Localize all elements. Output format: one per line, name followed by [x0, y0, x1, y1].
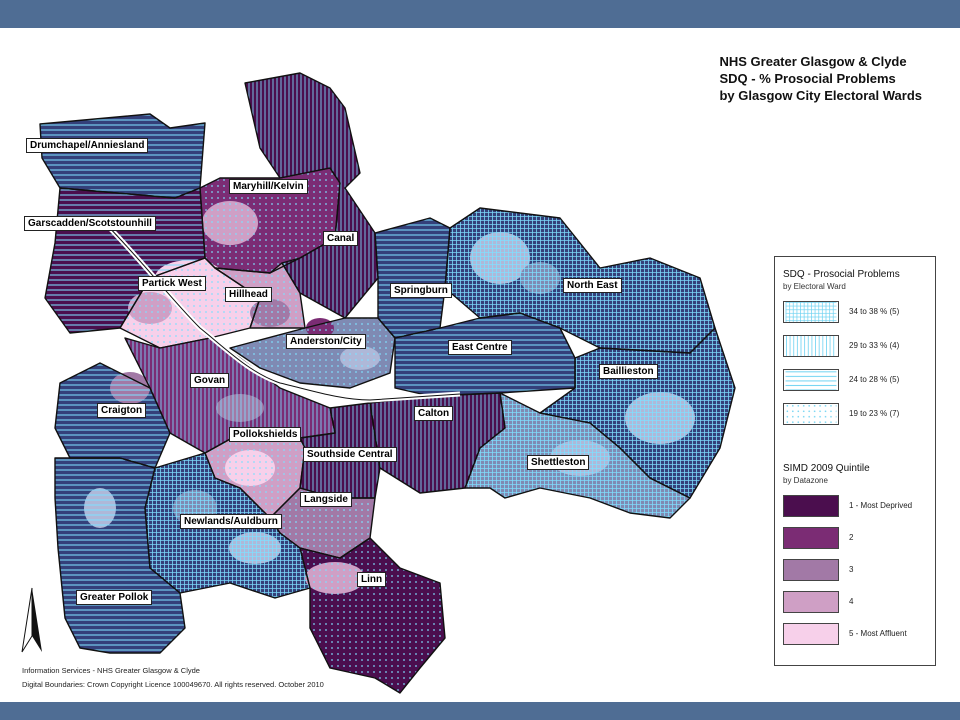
ward-label-anderston: Anderston/City: [286, 334, 366, 349]
slide: NHS Greater Glasgow & Clyde SDQ - % Pros…: [0, 28, 960, 702]
sdq-pattern-overlays: [40, 73, 735, 693]
legend-simd-title: SIMD 2009 Quintile: [783, 463, 870, 474]
legend-simd-label: 5 - Most Affluent: [849, 629, 907, 638]
legend-sdq-row: 24 to 28 % (5): [783, 369, 933, 393]
legend-sdq-label: 29 to 33 % (4): [849, 341, 900, 350]
legend-simd-label: 1 - Most Deprived: [849, 501, 913, 510]
legend-sdq-row: 34 to 38 % (5): [783, 301, 933, 325]
ward-label-southside: Southside Central: [303, 447, 397, 462]
ward-label-shettleston: Shettleston: [527, 455, 590, 470]
glasgow-ward-map: [39, 72, 736, 694]
legend-swatch-q4: [783, 591, 839, 613]
north-arrow-icon: [21, 587, 42, 653]
map-legend: SDQ - Prosocial Problems by Electoral Wa…: [774, 256, 936, 666]
legend-sdq-subtitle: by Electoral Ward: [783, 282, 846, 291]
title-line-3: by Glasgow City Electoral Wards: [719, 88, 922, 103]
ward-label-govan: Govan: [190, 373, 230, 388]
legend-sdq-label: 24 to 28 % (5): [849, 375, 900, 384]
legend-simd-row: 5 - Most Affluent: [783, 623, 933, 647]
ward-label-pollokshields: Pollokshields: [229, 427, 302, 442]
legend-simd-row: 1 - Most Deprived: [783, 495, 933, 519]
legend-swatch-dots: [783, 403, 839, 425]
ward-label-eastcentre: East Centre: [448, 340, 512, 355]
legend-simd-row: 4: [783, 591, 933, 615]
ward-label-hillhead: Hillhead: [225, 287, 272, 302]
ward-label-maryhill: Maryhill/Kelvin: [229, 179, 308, 194]
legend-simd-label: 3: [849, 565, 854, 574]
legend-simd-row: 3: [783, 559, 933, 583]
legend-swatch-q5: [783, 623, 839, 645]
ward-label-langside: Langside: [300, 492, 352, 507]
legend-simd-row: 2: [783, 527, 933, 551]
legend-swatch-q3: [783, 559, 839, 581]
legend-sdq-title: SDQ - Prosocial Problems: [783, 269, 900, 280]
ward-label-greaterpollok: Greater Pollok: [76, 590, 153, 605]
ward-label-partick: Partick West: [138, 276, 206, 291]
ward-label-craigton: Craigton: [97, 403, 147, 418]
legend-swatch-vertical: [783, 335, 839, 357]
map-title: NHS Greater Glasgow & Clyde SDQ - % Pros…: [719, 53, 922, 104]
footer-copyright: Digital Boundaries: Crown Copyright Lice…: [22, 680, 324, 689]
ward-label-canal: Canal: [323, 231, 359, 246]
legend-sdq-row: 29 to 33 % (4): [783, 335, 933, 359]
ward-label-linn: Linn: [357, 572, 387, 587]
title-line-1: NHS Greater Glasgow & Clyde: [719, 54, 907, 69]
legend-sdq-row: 19 to 23 % (7): [783, 403, 933, 427]
legend-swatch-grid: [783, 301, 839, 323]
legend-swatch-horizontal: [783, 369, 839, 391]
ward-label-springburn: Springburn: [390, 283, 452, 298]
ward-boundaries: [39, 72, 736, 694]
ward-label-newlands: Newlands/Auldburn: [180, 514, 282, 529]
legend-sdq-label: 34 to 38 % (5): [849, 307, 900, 316]
legend-sdq-label: 19 to 23 % (7): [849, 409, 900, 418]
ward-label-northeast: North East: [563, 278, 622, 293]
legend-swatch-q2: [783, 527, 839, 549]
legend-simd-subtitle: by Datazone: [783, 476, 828, 485]
ward-label-drumchapel: Drumchapel/Anniesland: [26, 138, 149, 153]
title-line-2: SDQ - % Prosocial Problems: [719, 71, 896, 86]
legend-swatch-q1: [783, 495, 839, 517]
ward-label-garscadden: Garscadden/Scotstounhill: [24, 216, 156, 231]
ward-label-calton: Calton: [414, 406, 454, 421]
legend-simd-label: 4: [849, 597, 854, 606]
ward-label-baillieston: Baillieston: [599, 364, 658, 379]
legend-simd-label: 2: [849, 533, 854, 542]
footer-source: Information Services - NHS Greater Glasg…: [22, 666, 200, 675]
